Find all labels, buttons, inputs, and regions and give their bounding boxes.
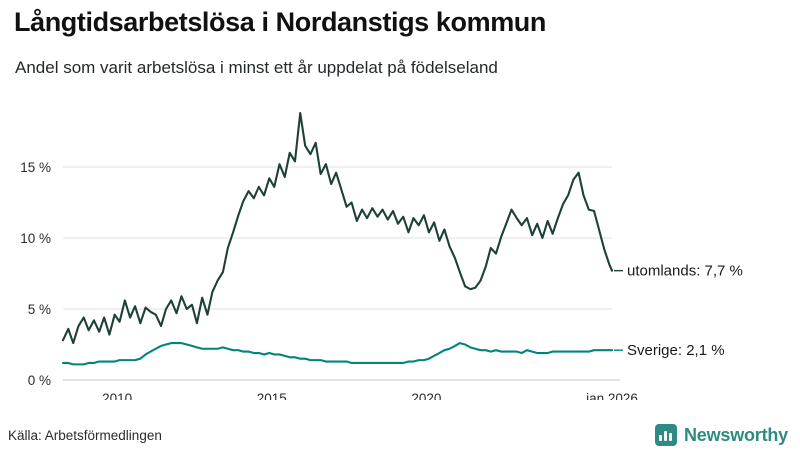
- brand-logo: Newsworthy: [654, 424, 788, 446]
- page-subtitle: Andel som varit arbetslösa i minst ett å…: [15, 58, 498, 77]
- y-axis-tick-label: 0 %: [28, 373, 51, 388]
- bar-chart-icon: [654, 424, 677, 446]
- gridlines: [63, 166, 620, 381]
- y-axis-labels: 0 % 5 % 10 % 15 %: [20, 160, 51, 388]
- series-inline-labels: utomlands: 7,7 % Sverige: 2,1 %: [614, 263, 743, 359]
- line-chart: 0 % 5 % 10 % 15 % 2010 2015 2020 jan 2026 utom…: [0, 95, 800, 400]
- page-title: Långtidsarbetslösa i Nordanstigs kommun: [14, 7, 546, 37]
- x-axis-tick-label: 2020: [411, 391, 441, 400]
- brand-name: Newsworthy: [683, 424, 788, 445]
- y-axis-tick-label: 5 %: [28, 302, 51, 317]
- x-axis-tick-label: jan 2026: [585, 391, 638, 400]
- series-label-Sverige: Sverige: 2,1 %: [627, 342, 725, 359]
- series-label-utomlands: utomlands: 7,7 %: [627, 263, 743, 280]
- series-line-Sverige: [61, 342, 614, 366]
- series-line-utomlands: [61, 111, 614, 345]
- source-note: Källa: Arbetsförmedlingen: [8, 428, 162, 443]
- x-axis-tick-label: 2010: [102, 391, 132, 400]
- series-lines: [61, 111, 614, 366]
- y-axis-tick-label: 10 %: [20, 231, 51, 246]
- x-axis-tick-label: 2015: [257, 391, 287, 400]
- x-axis-labels: 2010 2015 2020 jan 2026: [102, 391, 638, 400]
- y-axis-tick-label: 15 %: [20, 160, 51, 175]
- chart-svg: 0 % 5 % 10 % 15 % 2010 2015 2020 jan 2026 utom…: [20, 111, 743, 400]
